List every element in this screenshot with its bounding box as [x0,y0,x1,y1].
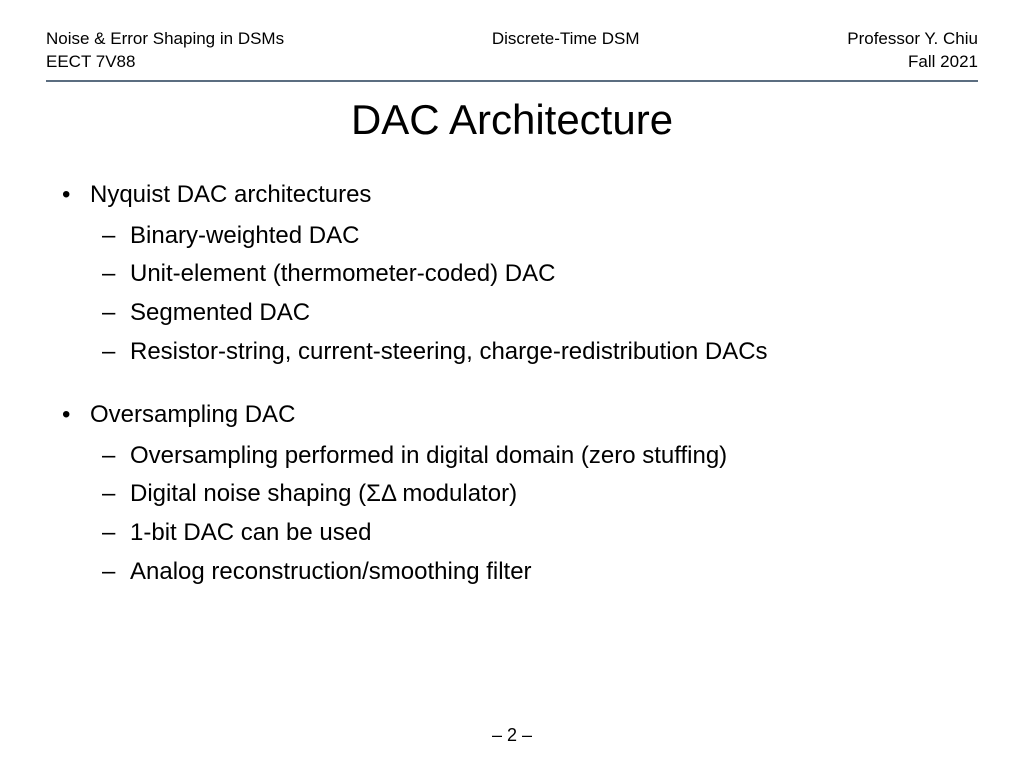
sub-bullet-item: Analog reconstruction/smoothing filter [130,555,978,590]
sub-bullet-item: Binary-weighted DAC [130,219,978,254]
sub-bullet-item: Unit-element (thermometer-coded) DAC [130,257,978,292]
sub-bullet-list: Oversampling performed in digital domain… [130,439,978,590]
bullet-item: Oversampling DAC [90,398,978,433]
sub-bullet-item: Segmented DAC [130,296,978,331]
sub-bullet-item: 1-bit DAC can be used [130,516,978,551]
sub-bullet-list: Binary-weighted DAC Unit-element (thermo… [130,219,978,370]
bullet-text: Oversampling DAC [90,401,295,428]
header-left-line1: Noise & Error Shaping in DSMs [46,28,284,51]
slide-header: Noise & Error Shaping in DSMs EECT 7V88 … [46,28,978,74]
sub-bullet-item: Oversampling performed in digital domain… [130,439,978,474]
slide-title: DAC Architecture [46,96,978,144]
slide-content: Nyquist DAC architectures Binary-weighte… [46,178,978,590]
slide: Noise & Error Shaping in DSMs EECT 7V88 … [0,0,1024,768]
header-center: Discrete-Time DSM [492,28,640,74]
sub-bullet-item: Digital noise shaping (ΣΔ modulator) [130,477,978,512]
page-number: – 2 – [0,725,1024,746]
sub-bullet-item: Resistor-string, current-steering, charg… [130,335,978,370]
bullet-item: Nyquist DAC architectures [90,178,978,213]
header-right: Professor Y. Chiu Fall 2021 [847,28,978,74]
header-center-line1: Discrete-Time DSM [492,28,640,51]
header-left: Noise & Error Shaping in DSMs EECT 7V88 [46,28,284,74]
header-left-line2: EECT 7V88 [46,51,284,74]
header-right-line2: Fall 2021 [847,51,978,74]
header-rule [46,80,978,82]
header-right-line1: Professor Y. Chiu [847,28,978,51]
bullet-text: Nyquist DAC architectures [90,181,371,208]
